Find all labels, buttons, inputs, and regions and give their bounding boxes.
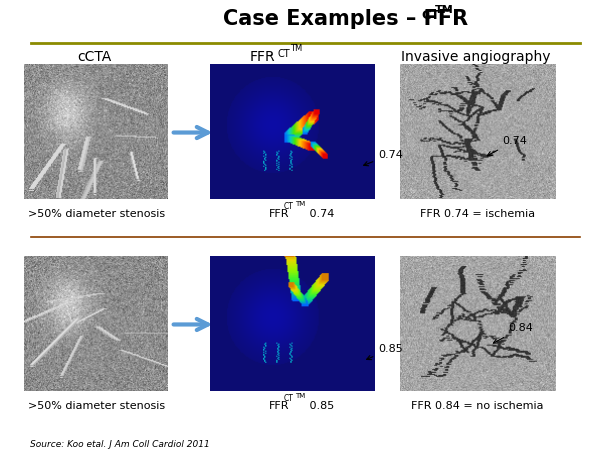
Text: >50% diameter stenosis: >50% diameter stenosis [27, 209, 165, 219]
Text: 0.74: 0.74 [364, 149, 403, 166]
Text: FFR 0.84 = no ischemia: FFR 0.84 = no ischemia [411, 401, 544, 411]
Text: >50% diameter stenosis: >50% diameter stenosis [27, 401, 165, 411]
Text: FFR: FFR [250, 50, 276, 64]
Text: TM: TM [295, 393, 305, 399]
Text: Invasive angiography: Invasive angiography [401, 50, 551, 64]
Text: TM: TM [295, 201, 305, 207]
Text: TM: TM [435, 5, 454, 15]
Text: CT: CT [284, 394, 293, 403]
Text: Case Examples – FFR: Case Examples – FFR [223, 9, 468, 29]
Text: cCTA: cCTA [77, 50, 112, 64]
Text: 0.74: 0.74 [487, 136, 527, 156]
Text: 0.84: 0.84 [493, 323, 533, 343]
Text: TM: TM [290, 43, 303, 53]
Text: 0.74: 0.74 [306, 209, 335, 219]
Text: 0.85: 0.85 [367, 344, 403, 360]
Text: Source: Koo etal. J Am Coll Cardiol 2011: Source: Koo etal. J Am Coll Cardiol 2011 [30, 440, 210, 449]
Text: CT: CT [421, 9, 440, 22]
Text: FFR 0.74 = ischemia: FFR 0.74 = ischemia [420, 209, 535, 219]
Text: CT: CT [278, 49, 290, 59]
Text: CT: CT [284, 202, 293, 211]
Text: FFR: FFR [268, 401, 289, 411]
Text: FFR: FFR [268, 209, 289, 219]
Text: 0.85: 0.85 [306, 401, 334, 411]
